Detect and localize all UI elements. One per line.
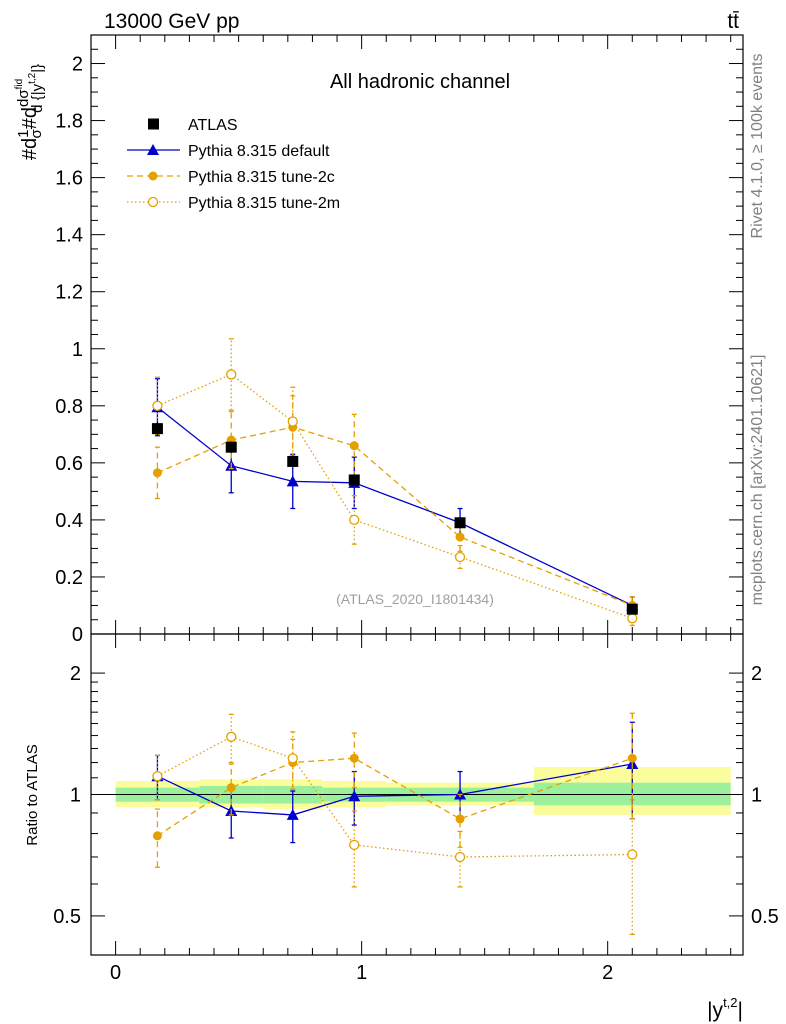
ratio-series-2-marker <box>152 831 162 841</box>
ratio-series-3-marker <box>454 851 466 863</box>
ratio-series-2-marker <box>226 783 236 793</box>
ratio-series-2-marker <box>627 753 637 763</box>
ratio-series-3-marker <box>349 839 360 851</box>
ratio-y-tick-label-right: 0.5 <box>751 906 779 928</box>
series-1-marker <box>286 475 299 487</box>
legend-marker <box>147 196 159 208</box>
series-1-line <box>157 406 633 607</box>
ylabel-part: t,2 <box>27 72 38 84</box>
series-2-line <box>157 426 633 607</box>
ylabel-part: d {|y <box>29 83 46 112</box>
legend-marker <box>148 171 158 181</box>
series-3-marker <box>152 400 163 411</box>
side-label-top: Rivet 4.1.0, ≥ 100k events <box>749 54 766 239</box>
y-tick-label: 0.4 <box>55 510 83 532</box>
data-marker <box>454 517 466 529</box>
ylabel-part: fid <box>14 79 25 90</box>
ratio-series-1-line <box>157 763 633 816</box>
series-2-marker <box>349 441 359 451</box>
xlabel-part: |y <box>707 999 723 1022</box>
series-2-marker <box>152 468 162 478</box>
series-3-marker <box>287 416 298 427</box>
legend-marker <box>147 144 159 155</box>
ratio-series-3-marker <box>226 731 237 742</box>
y-tick-label: 0.2 <box>55 567 83 589</box>
data-marker <box>348 474 360 486</box>
series-3-line <box>157 373 633 619</box>
data-marker <box>287 455 299 467</box>
ylabel-part: σ <box>28 129 45 139</box>
x-tick-label: 0 <box>110 962 121 984</box>
ratio-series-2-marker <box>455 814 465 824</box>
ratio-y-tick-label-right: 1 <box>751 785 762 807</box>
main-title: All hadronic channel <box>330 71 510 93</box>
x-tick-label: 2 <box>602 962 613 984</box>
legend-label: Pythia 8.315 default <box>188 143 330 160</box>
legend: ATLAS Pythia 8.315 default Pythia 8.315 tu… <box>127 117 340 212</box>
y-tick-label: 1.6 <box>55 168 83 190</box>
ylabel-part: #d <box>19 138 41 160</box>
y-tick-label: 1.8 <box>55 111 83 133</box>
legend-label: Pythia 8.315 tune-2c <box>188 169 335 186</box>
ylabel-part: 1 <box>15 130 32 138</box>
data-marker <box>225 441 237 453</box>
y-tick-label: 1 <box>72 339 83 361</box>
y-tick-label: 0.6 <box>55 453 83 475</box>
x-tick-label: 1 <box>356 962 367 984</box>
ratio-data-layer <box>90 633 744 956</box>
energy-label: 13000 GeV pp <box>104 10 239 33</box>
ratio-series-2-marker <box>349 753 359 763</box>
watermark: (ATLAS_2020_I1801434) <box>336 591 494 607</box>
xlabel-part: t,2 <box>723 995 737 1010</box>
series-2-marker <box>455 532 465 542</box>
legend-label: Pythia 8.315 tune-2m <box>188 195 340 212</box>
ratio-series-1-marker <box>286 808 299 820</box>
ratio-y-tick-label-right: 2 <box>751 663 762 685</box>
ratio-x-axis-label: |yt,2| <box>707 995 743 1022</box>
ratio-y-tick-label: 1 <box>70 785 81 807</box>
ratio-y-axis-label: Ratio to ATLAS <box>24 744 41 845</box>
series-3-marker <box>349 514 360 526</box>
data-marker <box>151 423 163 435</box>
ratio-series-1-marker <box>348 790 361 802</box>
main-data-layer <box>90 34 744 635</box>
series-3-marker <box>454 551 466 563</box>
y-tick-label: 0.8 <box>55 396 83 418</box>
ratio-series-2-line <box>157 757 633 837</box>
ratio-series-3-marker <box>287 753 298 764</box>
ratio-series-3-marker <box>627 849 638 860</box>
series-3-marker <box>226 369 237 380</box>
ratio-y-tick-label: 2 <box>70 663 81 685</box>
main-y-axis-label: #d1σ#ddσfid d {|yt,2|} <box>14 64 46 160</box>
y-tick-label: 1.4 <box>55 225 83 247</box>
ylabel-part: #d <box>19 107 41 129</box>
y-tick-label: 2 <box>72 54 83 76</box>
process-label: tt̄ <box>727 10 739 33</box>
ratio-y-tick-label: 0.5 <box>53 906 81 928</box>
data-marker <box>626 603 638 615</box>
side-label-bottom: mcplots.cern.ch [arXiv:2401.10621] <box>749 355 766 606</box>
ylabel-part: |} <box>29 64 46 73</box>
y-tick-label: 1.2 <box>55 282 83 304</box>
ratio-panel: Ratio to ATLAS |yt,2| 0.5 0.5 1 1 2 2 0 1 2 <box>24 633 779 1022</box>
y-tick-label: 0 <box>72 624 83 646</box>
legend-label: ATLAS <box>188 117 238 134</box>
ratio-frame <box>90 633 744 956</box>
xlabel-part: | <box>738 999 743 1022</box>
ylabel-part: dσ <box>15 89 32 107</box>
legend-marker <box>148 118 159 130</box>
ratio-series-3-marker <box>152 771 163 782</box>
main-panel: All hadronic channel (ATLAS_2020_I180143… <box>14 34 744 646</box>
series-3-marker <box>627 613 638 624</box>
